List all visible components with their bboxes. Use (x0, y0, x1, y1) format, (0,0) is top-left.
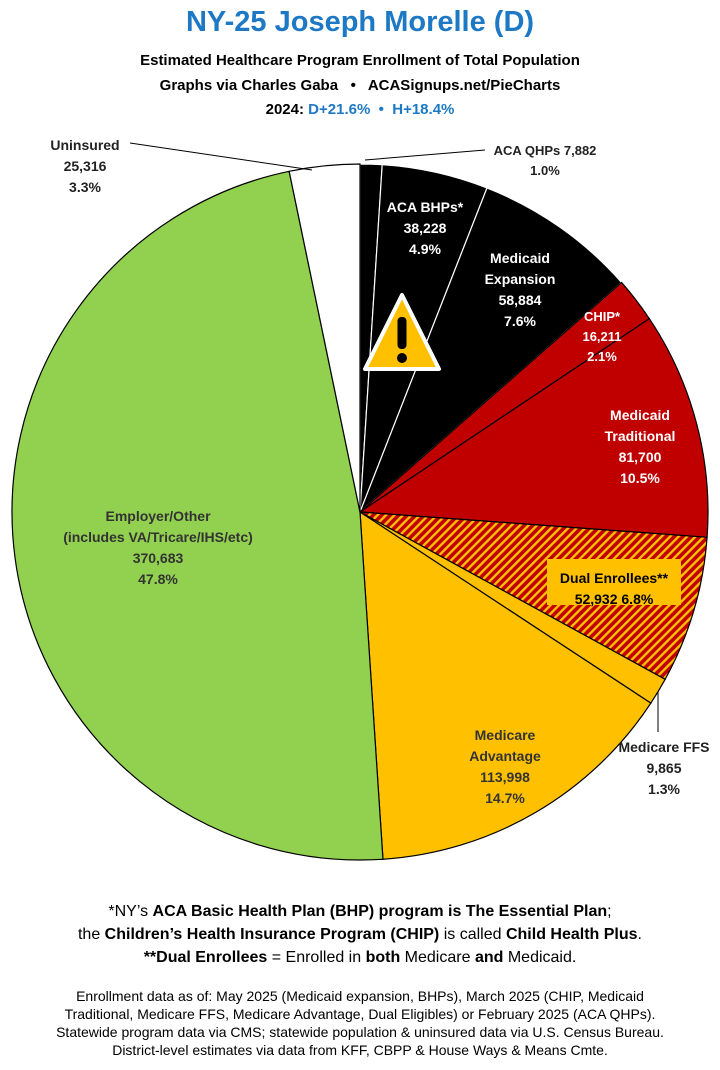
lean-separator: • (378, 101, 384, 118)
slice-label-aca-bhps: ACA BHPs* 38,228 4.9% (387, 199, 464, 257)
partisan-lean-line: 2024: D+21.6% • H+18.4% (0, 101, 720, 118)
slice-label-uninsured: Uninsured 25,316 3.3% (50, 137, 119, 195)
footnote-bold: **Dual Enrollees (143, 949, 268, 966)
credit-author: Graphs via Charles Gaba (159, 77, 339, 94)
footnote-bold: Child Health Plus (505, 926, 638, 943)
warning-triangle-icon (363, 293, 441, 371)
footnote-bold: both (365, 949, 401, 966)
credit-separator: • (350, 77, 356, 94)
slice-label-medicare-advantage: Medicare Advantage 113,998 14.7% (469, 727, 541, 806)
footnote-chip: the Children’s Health Insurance Program … (0, 923, 720, 946)
footnote-text: ; (607, 903, 612, 920)
leader-line-aca-qhps (364, 149, 486, 161)
pie-slice-dual-enrollees (359, 511, 708, 681)
footnote-dual: **Dual Enrollees = Enrolled in both Medi… (0, 946, 720, 969)
footnote-text: Medicare (400, 949, 475, 966)
source-line: Statewide program data via CMS; statewid… (56, 1024, 664, 1040)
lean-d: D+21.6% (308, 101, 371, 118)
chart-title: NY-25 Joseph Morelle (D) (185, 6, 535, 38)
footnote-text: . (637, 926, 642, 943)
lean-h: H+18.4% (392, 101, 455, 118)
lean-year: 2024: (265, 101, 304, 118)
pie-slice-uninsured (288, 163, 361, 513)
credit-url: ACASignups.net/PieCharts (367, 77, 561, 94)
slice-label-dual-enrollees: Dual Enrollees** 52,932 6.8% (560, 570, 669, 607)
source-line: Enrollment data as of: May 2025 (Medicai… (76, 988, 644, 1004)
slice-labels: ACA QHPs 7,882 1.0% ACA BHPs* 38,228 4.9% Med… (50, 137, 709, 806)
slice-label-medicare-ffs: Medicare FFS 9,865 1.3% (618, 739, 709, 797)
pie-slice-medicaid-expansion (359, 187, 623, 513)
dual-enrollees-label-bg (547, 559, 681, 605)
slice-label-chip: CHIP* 16,211 2.1% (582, 309, 621, 364)
footnotes: *NY’s ACA Basic Health Plan (BHP) progra… (0, 900, 720, 969)
leader-lines (129, 142, 659, 732)
footnote-bold: Children’s Health Insurance Program (CHI… (104, 926, 440, 943)
slice-label-aca-qhps: ACA QHPs 7,882 1.0% (494, 143, 597, 178)
pie-slice-employer-other (11, 170, 384, 861)
footnote-bhp: *NY’s ACA Basic Health Plan (BHP) progra… (0, 900, 720, 923)
source-line: Traditional, Medicare FFS, Medicare Adva… (64, 1006, 656, 1022)
chart-subtitle: Estimated Healthcare Program Enrollment … (140, 52, 580, 69)
slice-label-medicaid-traditional: Medicaid Traditional 81,700 10.5% (605, 407, 676, 486)
footnote-text: Medicaid. (503, 949, 577, 966)
footnote-text: = Enrolled in (267, 949, 366, 966)
slice-label-medicaid-expansion: Medicaid Expansion 58,884 7.6% (485, 250, 556, 329)
footnote-text: *NY’s (108, 903, 153, 920)
slice-label-employer-other: Employer/Other (includes VA/Tricare/IHS/e… (63, 508, 253, 587)
footnote-text: the (77, 926, 105, 943)
credit-line: Graphs via Charles Gaba • ACASignups.net… (0, 77, 720, 94)
source-line: District-level estimates via data from K… (112, 1042, 608, 1058)
footnote-text: is called (439, 926, 506, 943)
pie-chart: ACA QHPs 7,882 1.0% ACA BHPs* 38,228 4.9% Med… (11, 137, 710, 861)
footnote-bold: ACA Basic Health Plan (BHP) program is T… (152, 903, 608, 920)
pie-slice-medicaid-traditional (358, 317, 709, 538)
pie-slice-medicare-advantage (359, 510, 652, 860)
pie-slices (11, 163, 709, 861)
source-notes: Enrollment data as of: May 2025 (Medicai… (0, 987, 720, 1059)
leader-line-uninsured (129, 142, 313, 171)
footnote-bold: and (474, 949, 504, 966)
